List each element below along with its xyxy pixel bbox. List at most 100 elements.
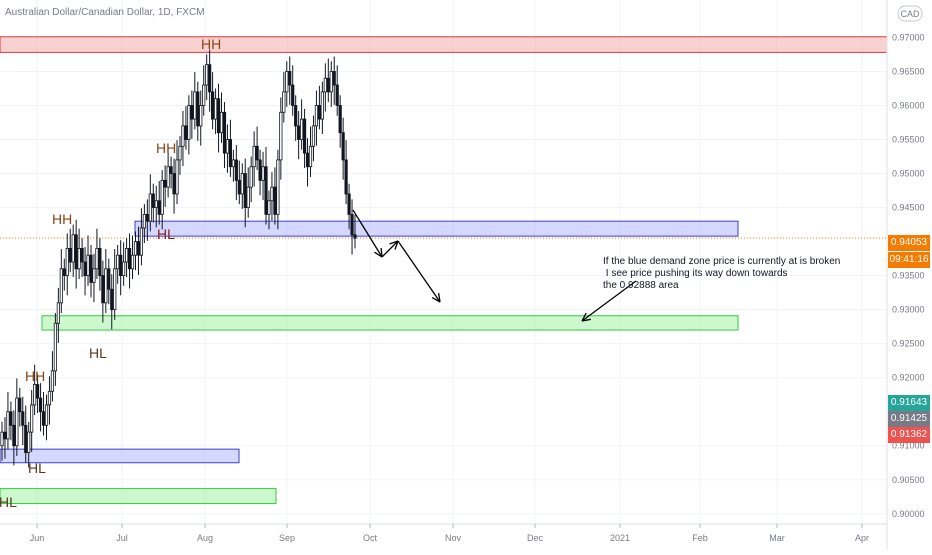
time-tick-label: Nov [445,533,462,543]
candle-body [317,105,322,120]
note-pointer-arrow [581,280,637,322]
candle-body [211,91,215,120]
candle [270,172,274,221]
time-tick-label: Sep [279,533,295,543]
arrow-head [394,240,399,250]
price-tick-label: 0.90500 [892,475,925,485]
candle-body [332,71,336,86]
candle [65,233,69,296]
candle [116,244,120,284]
candle [344,140,348,205]
candle-body [77,247,81,270]
arrow-head [380,247,383,258]
candle [216,83,221,153]
candle-body [18,397,22,413]
arrow-head [581,318,591,322]
candle-body [53,322,57,372]
candle-body [240,173,244,195]
note-text: If the blue demand zone price is current… [603,256,840,291]
candle [202,65,206,116]
candle-body [219,111,224,134]
price-tick-label: 0.95500 [892,135,925,145]
candle-body [187,105,191,140]
candle-body [329,71,333,93]
candle [261,151,265,201]
projection-arrow-down-1 [352,209,383,258]
note-line-3: the 0.92888 area [603,280,679,291]
price-tick-label: 0.96500 [892,66,925,76]
currency-badge[interactable]: CAD [897,5,923,22]
candle-body [12,424,16,447]
candle-body [267,200,271,215]
candle-body [15,397,19,447]
price-tick-label: 0.95000 [892,169,925,179]
time-scale: Jun Jul Aug Sep Oct Nov Dec 2021 Feb Mar Apr [30,524,869,543]
candle-body [302,118,307,154]
candle [89,244,93,298]
zones-layer [0,36,888,505]
candle-body [86,254,90,277]
candle [33,364,37,416]
candle-body [246,186,250,208]
candle [139,208,144,266]
candle [308,126,313,177]
candle [243,158,247,228]
candle [196,81,200,141]
candle-body [101,275,105,304]
zone-demand [41,315,739,331]
candle [15,378,19,456]
candle-body [288,71,292,86]
pattern-label-hh: HH [52,211,72,227]
candle-body [35,384,40,399]
candle [124,238,129,277]
candle [213,88,218,135]
candle-body [347,193,351,215]
candle [311,115,316,162]
candle [41,391,46,436]
candle [353,215,357,249]
candle [279,97,283,180]
candle-body [300,118,304,140]
candle [222,102,227,169]
candle [98,238,102,291]
candle-body [166,166,170,188]
time-tick-label: Jul [116,533,128,543]
candle-body [291,84,295,106]
symbol-title: Australian Dollar/Canadian Dollar, 1D, F… [5,7,205,18]
pattern-label-hl: HL [157,226,175,242]
candle [154,185,158,228]
candle [163,165,167,207]
candle [187,95,191,155]
pattern-label-hl: HL [89,345,107,361]
pattern-label-hh: HH [156,140,176,156]
candle-body [27,431,31,453]
currency-badge-label: CAD [900,9,920,19]
candle [133,231,138,271]
candle [267,190,271,230]
candle-body [264,166,268,215]
time-tick-label: 2021 [610,533,630,543]
candle [178,136,182,175]
time-tick-label: Jun [30,533,45,543]
candle-body [297,125,301,140]
candle-body [208,64,212,93]
candle-body [225,139,230,154]
note-line-2: I see price pushing its way down towards [603,268,788,279]
candle-body [122,261,126,277]
candle [21,396,25,446]
candle-body [30,404,34,433]
candle-body [285,71,289,93]
projection-arrow-down-2 [397,240,441,303]
candle [285,61,289,107]
candle-body [95,247,99,270]
candle [74,219,78,289]
price-tick-label: 0.90000 [892,509,925,519]
candle [95,228,99,280]
candle-body [190,105,194,120]
candle-body [124,247,129,263]
arrow-shaft [397,240,441,303]
price-tick-label: 0.91000 [892,441,925,451]
arrow-head [374,251,383,258]
